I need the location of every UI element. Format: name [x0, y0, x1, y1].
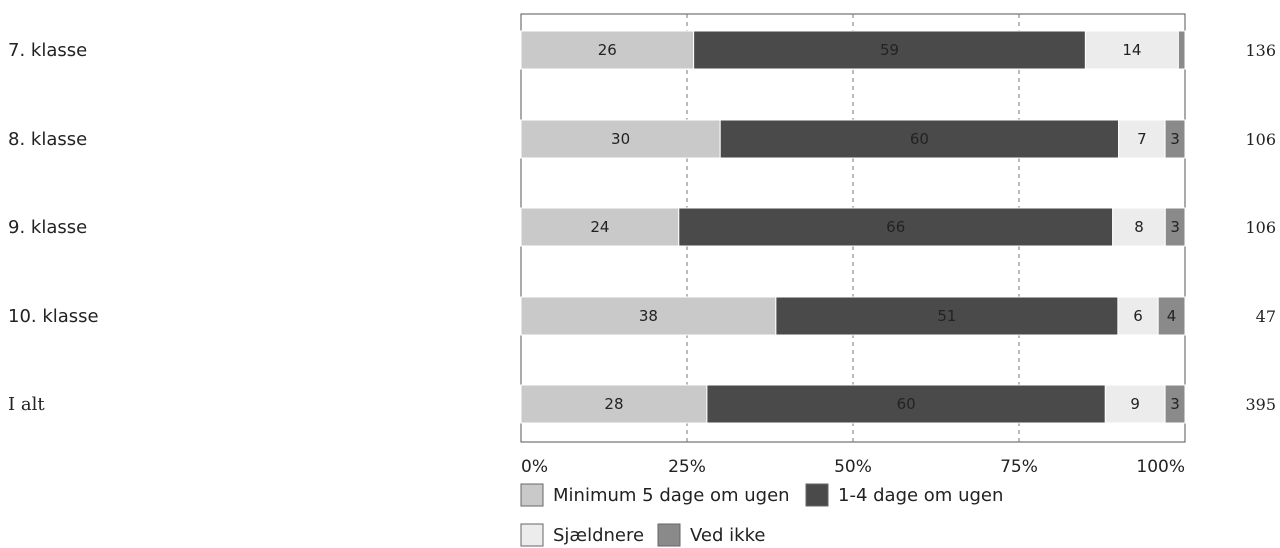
legend-swatch	[805, 483, 829, 507]
n-label: 106	[1245, 218, 1276, 237]
category-label: 10. klasse	[8, 306, 99, 327]
bar-segment	[1164, 207, 1186, 247]
n-label: 136	[1245, 41, 1276, 60]
bar-segment	[693, 30, 1086, 70]
legend-swatch	[520, 483, 544, 507]
x-tick-label: 100%	[1136, 457, 1185, 477]
category-label: 8. klasse	[8, 129, 87, 150]
legend-label: Ved ikke	[690, 525, 765, 546]
bar-segment	[719, 119, 1120, 159]
data-label: 60	[910, 130, 929, 148]
bar-segment	[1164, 384, 1186, 424]
bar-segment	[775, 296, 1119, 336]
data-label: 7	[1137, 130, 1147, 148]
bar-segment	[520, 296, 777, 336]
data-label: 51	[937, 307, 956, 325]
bar-segment	[1164, 119, 1186, 159]
category-label: I alt	[8, 394, 45, 415]
n-label: 47	[1256, 307, 1276, 326]
bar-segment	[1177, 30, 1186, 70]
bar-segment	[520, 207, 680, 247]
data-label: 30	[611, 130, 630, 148]
bar-segment	[678, 207, 1114, 247]
bar-segment	[1118, 119, 1166, 159]
data-label: 3	[1170, 218, 1180, 236]
legend-label: Minimum 5 dage om ugen	[553, 485, 790, 506]
data-label: 3	[1170, 130, 1180, 148]
bar-segment	[1112, 207, 1166, 247]
category-label: 9. klasse	[8, 217, 87, 238]
bar-segment	[520, 30, 695, 70]
data-label: 24	[590, 218, 609, 236]
legend-swatch	[657, 523, 681, 547]
bar-segment	[706, 384, 1106, 424]
data-label: 59	[880, 41, 899, 59]
bar-segment	[520, 384, 708, 424]
data-label: 4	[1167, 307, 1177, 325]
x-tick-label: 75%	[1000, 457, 1038, 477]
legend-label: 1-4 dage om ugen	[838, 485, 1003, 506]
data-label: 3	[1170, 395, 1180, 413]
bar-segment	[520, 119, 721, 159]
data-label: 60	[897, 395, 916, 413]
bar-segment	[1104, 384, 1166, 424]
category-label: 7. klasse	[8, 40, 87, 61]
data-label: 28	[604, 395, 623, 413]
data-label: 38	[639, 307, 658, 325]
legend-swatch	[520, 523, 544, 547]
bar-segment	[1157, 296, 1186, 336]
n-label: 395	[1245, 395, 1276, 414]
x-tick-label: 50%	[834, 457, 872, 477]
x-tick-label: 25%	[668, 457, 706, 477]
legend-label: Sjældnere	[553, 525, 644, 546]
data-label: 9	[1130, 395, 1140, 413]
data-label: 66	[886, 218, 905, 236]
x-tick-label: 0%	[521, 457, 548, 477]
data-label: 6	[1133, 307, 1143, 325]
bar-segment	[1117, 296, 1159, 336]
data-label: 14	[1122, 41, 1141, 59]
n-label: 106	[1245, 130, 1276, 149]
data-label: 26	[598, 41, 617, 59]
data-label: 8	[1134, 218, 1144, 236]
